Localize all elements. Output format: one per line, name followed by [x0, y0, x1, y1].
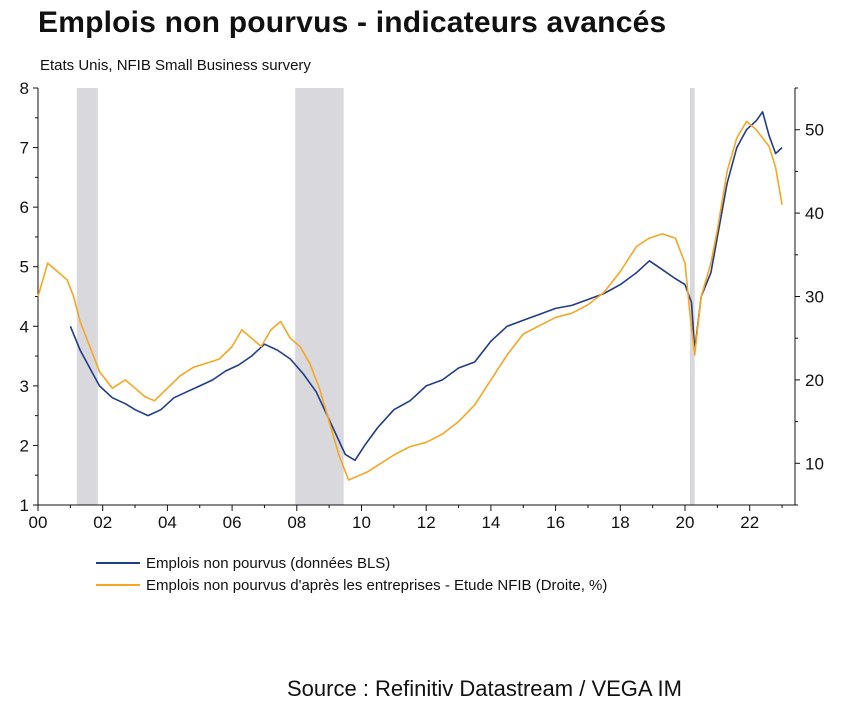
chart-title: Emplois non pourvus - indicateurs avancé… — [38, 6, 667, 39]
x-tick-label: 04 — [158, 513, 177, 532]
legend-swatch-nfib — [96, 584, 140, 586]
y-left-tick-label: 3 — [20, 377, 29, 396]
y-left-tick-label: 5 — [20, 258, 29, 277]
recession-bands — [76, 88, 695, 505]
x-tick-label: 10 — [352, 513, 371, 532]
legend-item-bls: Emplois non pourvus (données BLS) — [96, 552, 607, 574]
y-left-tick-label: 2 — [20, 436, 29, 455]
y-right-tick-label: 30 — [805, 288, 824, 307]
x-tick-label: 18 — [611, 513, 630, 532]
y-right-tick-label: 50 — [805, 121, 824, 140]
x-tick-label: 20 — [676, 513, 695, 532]
legend-item-nfib: Emplois non pourvus d'après les entrepri… — [96, 574, 607, 596]
recession-band-1 — [295, 88, 344, 505]
source-note: Source : Refinitiv Datastream / VEGA IM — [287, 676, 682, 701]
y-left-tick-label: 6 — [20, 198, 29, 217]
y-left-tick-label: 7 — [20, 139, 29, 158]
y-right-tick-label: 10 — [805, 454, 824, 473]
series-line-bls — [69, 111, 783, 462]
y-right-tick-label: 20 — [805, 371, 824, 390]
x-tick-label: 14 — [481, 513, 500, 532]
y-left-tick-label: 8 — [20, 79, 29, 98]
x-tick-label: 16 — [546, 513, 565, 532]
recession-band-0 — [76, 88, 98, 505]
legend-label-bls: Emplois non pourvus (données BLS) — [146, 554, 391, 572]
legend-label-nfib: Emplois non pourvus d'après les entrepri… — [146, 576, 608, 594]
x-tick-label: 02 — [93, 513, 112, 532]
recession-band-2 — [689, 88, 695, 505]
y-right-tick-label: 40 — [805, 204, 824, 223]
y-left-tick-label: 4 — [20, 317, 29, 336]
x-tick-label: 22 — [740, 513, 759, 532]
x-tick-label: 00 — [29, 513, 48, 532]
chart-axes — [33, 87, 800, 511]
chart-subtitle: Etats Unis, NFIB Small Business survery — [40, 57, 311, 74]
x-tick-label: 12 — [417, 513, 436, 532]
x-tick-label: 08 — [287, 513, 306, 532]
y-left-tick-label: 1 — [20, 496, 29, 515]
legend-swatch-bls — [96, 562, 140, 564]
x-tick-label: 06 — [223, 513, 242, 532]
series-line-nfib — [37, 120, 783, 481]
legend: Emplois non pourvus (données BLS) Emploi… — [96, 552, 607, 596]
series-lines — [37, 111, 783, 481]
